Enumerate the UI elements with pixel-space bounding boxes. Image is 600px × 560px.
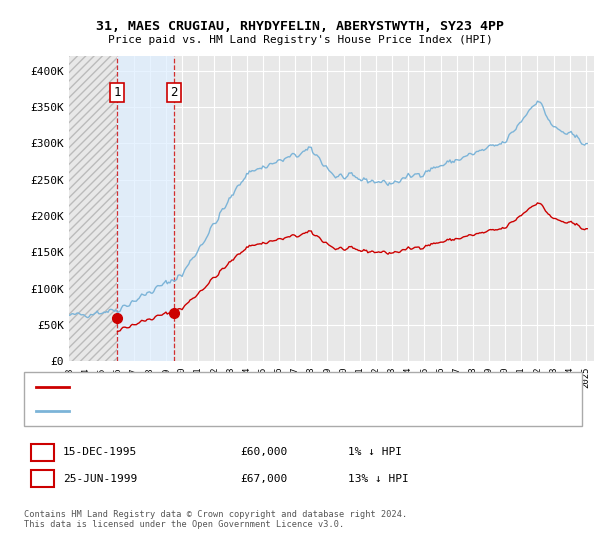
Text: £60,000: £60,000 (240, 447, 287, 458)
Bar (117, 56, 173, 361)
Bar (69, 56, 117, 361)
Text: 15-DEC-1995: 15-DEC-1995 (63, 447, 137, 458)
Text: 31, MAES CRUGIAU, RHYDYFELIN, ABERYSTWYTH, SY23 4PP: 31, MAES CRUGIAU, RHYDYFELIN, ABERYSTWYT… (96, 20, 504, 32)
Text: Price paid vs. HM Land Registry's House Price Index (HPI): Price paid vs. HM Land Registry's House … (107, 35, 493, 45)
Text: HPI: Average price, detached house, Ceredigion: HPI: Average price, detached house, Cere… (75, 405, 345, 416)
Text: 31, MAES CRUGIAU, RHYDYFELIN, ABERYSTWYTH, SY23 4PP (detached house): 31, MAES CRUGIAU, RHYDYFELIN, ABERYSTWYT… (75, 382, 475, 393)
Text: £67,000: £67,000 (240, 474, 287, 484)
Text: 2: 2 (170, 86, 178, 99)
Text: Contains HM Land Registry data © Crown copyright and database right 2024.
This d: Contains HM Land Registry data © Crown c… (24, 510, 407, 529)
Text: 13% ↓ HPI: 13% ↓ HPI (348, 474, 409, 484)
Text: 25-JUN-1999: 25-JUN-1999 (63, 474, 137, 484)
Text: 1: 1 (113, 86, 121, 99)
Text: 1% ↓ HPI: 1% ↓ HPI (348, 447, 402, 458)
Text: 1: 1 (39, 446, 46, 459)
Text: 2: 2 (39, 472, 46, 486)
